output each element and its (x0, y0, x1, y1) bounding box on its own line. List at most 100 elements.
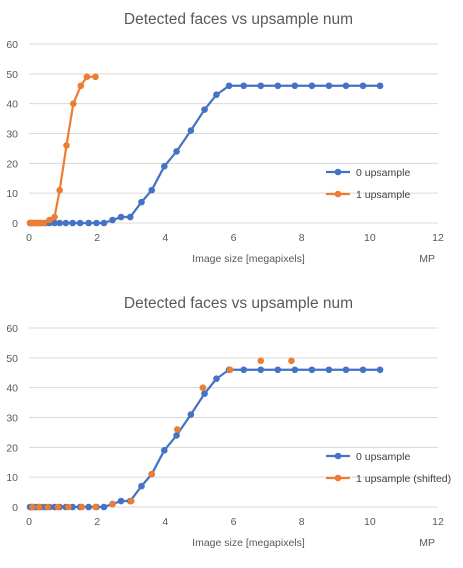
data-point (76, 219, 84, 227)
data-point (342, 366, 350, 374)
legend-entry: 1 upsample (326, 189, 410, 201)
data-point (51, 219, 58, 227)
data-point (187, 411, 195, 418)
x-tick-label: 8 (299, 232, 305, 244)
data-point (126, 213, 134, 221)
data-point (148, 186, 155, 194)
y-tick-label: 10 (6, 188, 18, 200)
x-tick-label: 2 (94, 516, 100, 528)
data-point (92, 73, 99, 81)
x-axis-unit: MP (419, 253, 435, 265)
x-tick-label: 10 (364, 232, 376, 244)
y-tick-label: 50 (6, 353, 18, 365)
x-tick-label: 12 (432, 232, 444, 244)
data-point (342, 82, 350, 90)
data-point (78, 503, 86, 511)
data-point (225, 82, 233, 90)
data-point (173, 148, 180, 155)
data-point (100, 503, 108, 511)
chart-2: Detected faces vs upsample num 0 10 20 30 40 5… (0, 284, 463, 568)
legend-swatch-marker (334, 190, 342, 198)
data-point (201, 106, 208, 113)
data-point (92, 503, 99, 511)
data-point (138, 482, 145, 490)
data-point (308, 82, 316, 90)
data-point (213, 91, 220, 99)
data-point (40, 219, 48, 227)
data-point (85, 219, 92, 227)
data-point (69, 219, 76, 227)
data-point (44, 503, 52, 511)
data-point (226, 366, 234, 374)
data-point (148, 470, 155, 478)
data-point (325, 366, 333, 374)
x-tick-label: 0 (26, 232, 32, 244)
y-tick-label: 10 (6, 472, 18, 484)
x-tick-label: 2 (94, 232, 100, 244)
data-point (213, 375, 220, 383)
legend-swatch-marker (334, 474, 342, 482)
legend-label: 1 upsample (shifted) (356, 473, 451, 485)
y-tick-label: 0 (12, 502, 18, 514)
chart-title: Detected faces vs upsample num (124, 295, 353, 312)
data-point (56, 219, 63, 227)
series-line (30, 368, 381, 509)
data-point (63, 142, 70, 149)
data-point (187, 127, 195, 134)
legend-entry: 0 upsample (326, 451, 410, 463)
data-point (173, 426, 181, 433)
data-point (117, 213, 125, 221)
x-tick-label: 12 (432, 516, 444, 528)
data-point (376, 366, 384, 374)
legend-label: 1 upsample (356, 189, 410, 201)
data-point (77, 82, 85, 90)
data-point (257, 366, 265, 374)
data-point (29, 503, 36, 511)
data-point (56, 186, 63, 194)
chart-title: Detected faces vs upsample num (124, 11, 353, 28)
legend-swatch-marker (334, 452, 342, 460)
legend-label: 0 upsample (356, 167, 410, 179)
x-axis-label: Image size [megapixels] (192, 537, 305, 549)
data-point (240, 82, 248, 90)
data-point (161, 163, 168, 170)
data-point (257, 357, 265, 365)
legend-label: 0 upsample (356, 451, 410, 463)
data-point (308, 366, 316, 374)
y-tick-label: 20 (6, 158, 18, 170)
data-point (274, 366, 282, 374)
data-point (376, 82, 384, 90)
data-point (93, 219, 100, 227)
y-tick-label: 40 (6, 383, 18, 395)
data-point (199, 384, 207, 391)
data-point (117, 497, 125, 505)
y-tick-label: 60 (6, 39, 18, 51)
data-point (46, 216, 53, 224)
y-tick-label: 40 (6, 99, 18, 111)
y-tick-label: 30 (6, 129, 18, 141)
data-point (257, 82, 265, 90)
x-tick-label: 4 (162, 516, 168, 528)
data-point (161, 447, 168, 454)
data-point (240, 366, 248, 374)
x-tick-label: 10 (364, 516, 376, 528)
data-point (291, 82, 299, 90)
x-axis-unit: MP (419, 537, 435, 549)
x-tick-label: 6 (231, 516, 237, 528)
data-point (100, 219, 108, 227)
data-point (359, 82, 367, 90)
y-tick-label: 50 (6, 69, 18, 81)
x-tick-label: 8 (299, 516, 305, 528)
data-point (288, 357, 295, 365)
data-point (54, 503, 62, 511)
y-tick-label: 0 (12, 218, 18, 230)
data-point (325, 82, 333, 90)
data-point (83, 73, 91, 81)
series-1 (29, 357, 295, 511)
data-point (35, 503, 43, 511)
x-tick-label: 0 (26, 516, 32, 528)
chart-1: Detected faces vs upsample num 0 10 20 30 40 5… (6, 11, 444, 265)
data-point (201, 390, 208, 397)
series-1 (26, 73, 99, 227)
chart-2-svg: Detected faces vs upsample num0102030405… (6, 295, 451, 549)
